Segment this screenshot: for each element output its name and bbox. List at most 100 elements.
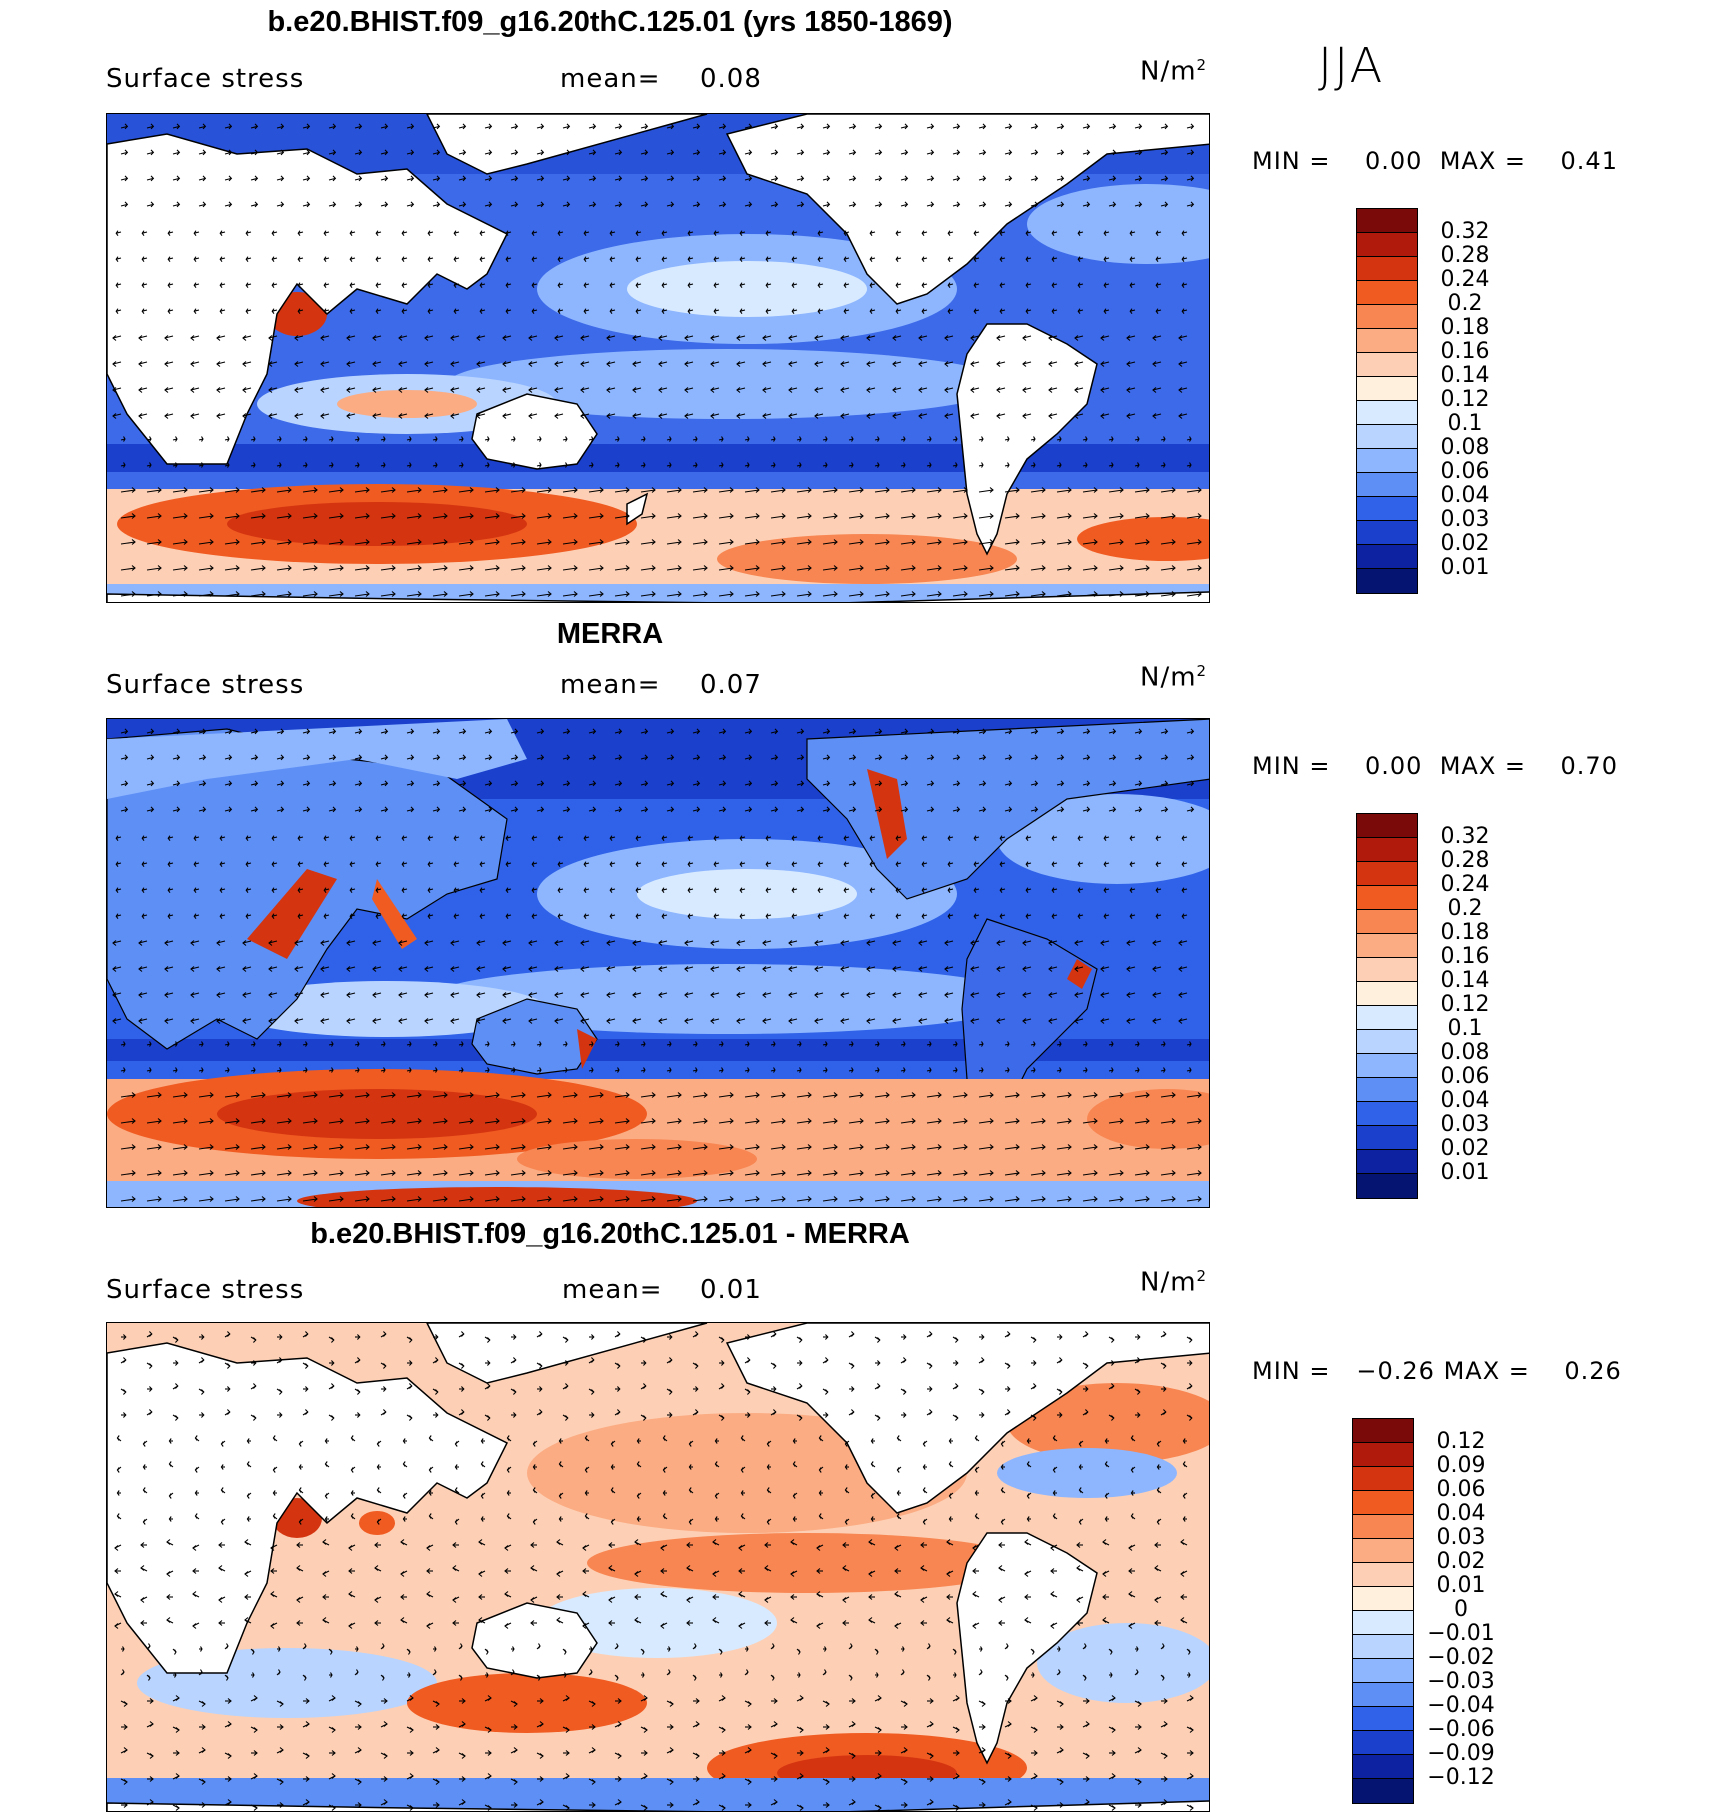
panel-1-variable: Surface stress xyxy=(106,64,305,94)
colorbar-tick-label: −0.02 xyxy=(1427,1645,1495,1670)
colorbar-tick-label: 0.24 xyxy=(1440,872,1490,897)
colorbar-tick-label: 0.32 xyxy=(1440,824,1490,849)
colorbar-swatch xyxy=(1357,305,1417,329)
colorbar-swatch xyxy=(1353,1659,1413,1683)
colorbar-swatch xyxy=(1353,1539,1413,1563)
colorbar-tick-label: 0.1 xyxy=(1447,411,1483,436)
panel-3-mean-value: 0.01 xyxy=(700,1275,762,1305)
panel-1-units: N/m2 xyxy=(1140,56,1208,87)
colorbar-tick-label: 0.01 xyxy=(1440,555,1490,580)
colorbar-swatch xyxy=(1357,958,1417,982)
stress-vectors xyxy=(112,728,1202,1202)
colorbar-tick-label: 0.1 xyxy=(1447,1016,1483,1041)
colorbar-swatch xyxy=(1353,1491,1413,1515)
colorbar-tick-label: 0.12 xyxy=(1436,1429,1486,1454)
colorbar-swatch xyxy=(1357,209,1417,233)
colorbar-swatch xyxy=(1357,1174,1417,1198)
colorbar-tick-label: 0.02 xyxy=(1436,1549,1486,1574)
colorbar-swatch xyxy=(1353,1755,1413,1779)
colorbar-tick-label: 0.16 xyxy=(1440,339,1490,364)
colorbar-swatch xyxy=(1357,569,1417,593)
panel-3-title: b.e20.BHIST.f09_g16.20thC.125.01 - MERRA xyxy=(310,1218,910,1250)
colorbar-tick-label: 0.12 xyxy=(1440,387,1490,412)
panel-2-colorbar xyxy=(1356,813,1418,1199)
colorbar-swatch xyxy=(1353,1683,1413,1707)
panel-3-map xyxy=(106,1322,1210,1812)
colorbar-tick-label: 0.04 xyxy=(1440,1088,1490,1113)
colorbar-tick-label: 0.08 xyxy=(1440,1040,1490,1065)
season-label: JJA xyxy=(1318,38,1385,94)
colorbar-swatch xyxy=(1357,377,1417,401)
colorbar-swatch xyxy=(1357,281,1417,305)
colorbar-tick-label: 0.14 xyxy=(1440,363,1490,388)
colorbar-swatch xyxy=(1353,1587,1413,1611)
panel-1-colorbar xyxy=(1356,208,1418,594)
panel-2-variable: Surface stress xyxy=(106,670,305,700)
stress-vectors xyxy=(114,1331,1194,1811)
colorbar-swatch xyxy=(1357,1030,1417,1054)
panel-2-minmax: MIN = 0.00 MAX = 0.70 xyxy=(1252,752,1618,780)
colorbar-swatch xyxy=(1357,521,1417,545)
colorbar-swatch xyxy=(1357,910,1417,934)
colorbar-tick-label: 0.06 xyxy=(1440,459,1490,484)
colorbar-swatch xyxy=(1357,473,1417,497)
colorbar-swatch xyxy=(1357,425,1417,449)
colorbar-tick-label: 0.03 xyxy=(1440,507,1490,532)
panel-3-mean-label: mean= xyxy=(562,1275,663,1305)
colorbar-tick-label: 0 xyxy=(1454,1597,1468,1622)
panel-2-map xyxy=(106,718,1210,1208)
panel-3-units: N/m2 xyxy=(1140,1267,1208,1298)
colorbar-tick-label: 0.18 xyxy=(1440,315,1490,340)
panel-2-title: MERRA xyxy=(556,618,664,650)
colorbar-tick-label: 0.2 xyxy=(1447,896,1483,921)
colorbar-swatch xyxy=(1357,329,1417,353)
colorbar-tick-label: 0.08 xyxy=(1440,435,1490,460)
colorbar-tick-label: 0.02 xyxy=(1440,1136,1490,1161)
colorbar-swatch xyxy=(1357,1150,1417,1174)
colorbar-tick-label: −0.03 xyxy=(1427,1669,1495,1694)
colorbar-swatch xyxy=(1357,233,1417,257)
colorbar-tick-label: −0.04 xyxy=(1427,1693,1495,1718)
colorbar-swatch xyxy=(1357,886,1417,910)
panel-3-minmax: MIN = −0.26 MAX = 0.26 xyxy=(1252,1357,1622,1385)
colorbar-swatch xyxy=(1357,257,1417,281)
colorbar-swatch xyxy=(1353,1779,1413,1803)
panel-2-mean-value: 0.07 xyxy=(700,670,762,700)
colorbar-tick-label: 0.16 xyxy=(1440,944,1490,969)
colorbar-tick-label: 0.28 xyxy=(1440,243,1490,268)
panel-1-map xyxy=(106,113,1210,603)
colorbar-tick-label: 0.04 xyxy=(1436,1501,1486,1526)
panel-2-units: N/m2 xyxy=(1140,662,1208,693)
colorbar-swatch xyxy=(1357,982,1417,1006)
colorbar-swatch xyxy=(1357,449,1417,473)
colorbar-tick-label: 0.2 xyxy=(1447,291,1483,316)
colorbar-tick-label: 0.01 xyxy=(1440,1160,1490,1185)
colorbar-swatch xyxy=(1357,934,1417,958)
colorbar-swatch xyxy=(1357,401,1417,425)
colorbar-tick-label: 0.28 xyxy=(1440,848,1490,873)
colorbar-swatch xyxy=(1353,1731,1413,1755)
colorbar-tick-label: −0.01 xyxy=(1427,1621,1495,1646)
colorbar-swatch xyxy=(1353,1707,1413,1731)
colorbar-tick-label: −0.09 xyxy=(1427,1741,1495,1766)
colorbar-tick-label: 0.18 xyxy=(1440,920,1490,945)
colorbar-swatch xyxy=(1357,497,1417,521)
panel-1-mean-label: mean= xyxy=(560,64,661,94)
colorbar-swatch xyxy=(1353,1563,1413,1587)
colorbar-tick-label: 0.14 xyxy=(1440,968,1490,993)
colorbar-tick-label: 0.03 xyxy=(1440,1112,1490,1137)
colorbar-tick-label: 0.12 xyxy=(1440,992,1490,1017)
colorbar-swatch xyxy=(1353,1515,1413,1539)
colorbar-swatch xyxy=(1357,814,1417,838)
colorbar-tick-label: −0.06 xyxy=(1427,1717,1495,1742)
colorbar-swatch xyxy=(1357,1054,1417,1078)
colorbar-swatch xyxy=(1357,1078,1417,1102)
colorbar-tick-label: 0.06 xyxy=(1440,1064,1490,1089)
colorbar-swatch xyxy=(1353,1467,1413,1491)
colorbar-tick-label: 0.09 xyxy=(1436,1453,1486,1478)
colorbar-tick-label: 0.03 xyxy=(1436,1525,1486,1550)
panel-2-mean-label: mean= xyxy=(560,670,661,700)
colorbar-swatch xyxy=(1357,1102,1417,1126)
panel-3-colorbar xyxy=(1352,1418,1414,1804)
colorbar-swatch xyxy=(1357,1126,1417,1150)
